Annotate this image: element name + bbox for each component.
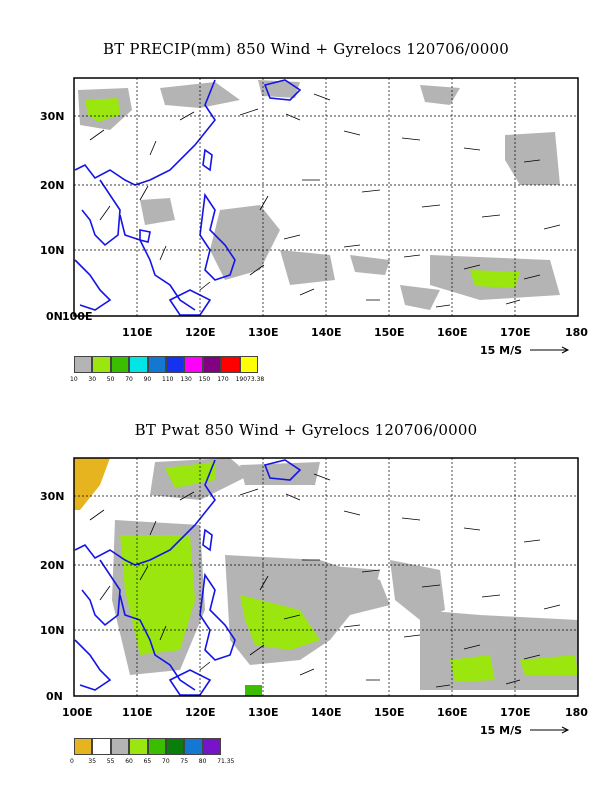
panel2-xlabel-8: 180 bbox=[565, 706, 588, 719]
panel2-ylabel-10n: 10N bbox=[40, 624, 65, 637]
panel2-xlabel-5: 150E bbox=[374, 706, 404, 719]
panel1-ylabel-10n: 10N bbox=[40, 244, 65, 257]
colorbar-swatch bbox=[165, 356, 185, 373]
panel2-ylabel-0n: 0N bbox=[46, 690, 63, 703]
panel1-colorbar bbox=[74, 356, 258, 373]
colorbar-tick-label: 110 bbox=[162, 376, 174, 383]
colorbar-tick-label: 55 bbox=[106, 758, 115, 765]
colorbar-swatch bbox=[184, 738, 203, 755]
colorbar-swatch bbox=[147, 356, 166, 373]
colorbar-swatch bbox=[202, 356, 222, 373]
panel1-shading bbox=[78, 80, 560, 310]
colorbar-tick-label: 75 bbox=[180, 758, 189, 765]
colorbar-tick-label: 19073.38 bbox=[235, 376, 265, 383]
panel1-gridlines bbox=[74, 78, 578, 316]
panel1-map: 100E 110E 120E 130E 140E 150E 160E 170E … bbox=[40, 77, 588, 357]
panel2-coastlines bbox=[74, 459, 302, 696]
panel2-scale-arrowhead bbox=[561, 726, 570, 734]
panel1-xlabel-7: 170E bbox=[500, 326, 530, 339]
colorbar-swatch bbox=[147, 738, 166, 755]
colorbar-tick-label: 0 bbox=[70, 758, 74, 765]
colorbar-swatch bbox=[110, 356, 130, 373]
panel1-frame bbox=[73, 77, 579, 317]
colorbar-tick-label: 80 bbox=[198, 758, 207, 765]
panel2-xlabel-6: 160E bbox=[437, 706, 467, 719]
panel1-ylabel-0n: 0N bbox=[46, 310, 63, 323]
colorbar-tick-label: 70 bbox=[162, 758, 170, 765]
colorbar-tick-label: 65 bbox=[143, 758, 152, 765]
panel1-scale-label: 15 M/S bbox=[480, 344, 522, 357]
panel2-xlabel-7: 170E bbox=[500, 706, 530, 719]
colorbar-tick-label: 35 bbox=[88, 758, 97, 765]
colorbar-swatch bbox=[221, 356, 240, 373]
panel1-wind-vectors bbox=[89, 93, 561, 308]
panel1-xlabel-1: 110E bbox=[122, 326, 152, 339]
panel2-ylabel-30n: 30N bbox=[40, 490, 65, 503]
colorbar-tick-label: 30 bbox=[88, 376, 97, 383]
colorbar-swatch bbox=[74, 738, 93, 755]
panel2-xlabel-4: 140E bbox=[311, 706, 341, 719]
colorbar-swatch bbox=[184, 356, 203, 373]
panel2-xlabel-2: 120E bbox=[185, 706, 215, 719]
panel2-xlabel-1: 110E bbox=[122, 706, 152, 719]
panel2-title: BT Pwat 850 Wind + Gyrelocs 120706/0000 bbox=[134, 421, 478, 439]
colorbar-tick-label: 10 bbox=[70, 376, 78, 383]
colorbar-swatch bbox=[74, 356, 93, 373]
panel1-coastlines bbox=[74, 79, 302, 316]
colorbar-swatch bbox=[239, 356, 258, 373]
colorbar-tick-label: 90 bbox=[143, 376, 152, 383]
panel1-scale-arrowhead bbox=[561, 346, 570, 354]
colorbar-swatch bbox=[129, 356, 148, 373]
panel1-xlabel-0: 100E bbox=[62, 310, 92, 323]
panel1-ylabel-30n: 30N bbox=[40, 110, 65, 123]
colorbar-tick-label: 50 bbox=[106, 376, 115, 383]
panel1-xlabel-6: 160E bbox=[437, 326, 467, 339]
panel1-xlabel-8: 180 bbox=[565, 326, 588, 339]
panel2-map: 100E 110E 120E 130E 140E 150E 160E 170E … bbox=[40, 457, 588, 737]
panel1-ylabel-20n: 20N bbox=[40, 179, 65, 192]
panel2-xlabel-3: 130E bbox=[248, 706, 278, 719]
colorbar-tick-label: 130 bbox=[180, 376, 192, 383]
panel2-colorbar bbox=[74, 738, 222, 755]
colorbar-swatch bbox=[202, 738, 222, 755]
colorbar-tick-label: 71.35 bbox=[217, 758, 235, 765]
colorbar-tick-label: 170 bbox=[217, 376, 229, 383]
panel2-wind-vectors bbox=[89, 473, 561, 688]
panel1-xlabel-5: 150E bbox=[374, 326, 404, 339]
colorbar-tick-label: 60 bbox=[125, 758, 133, 765]
colorbar-swatch bbox=[110, 738, 130, 755]
panel1-title: BT PRECIP(mm) 850 Wind + Gyrelocs 120706… bbox=[103, 40, 509, 58]
panel2-ylabel-20n: 20N bbox=[40, 559, 65, 572]
colorbar-swatch bbox=[165, 738, 185, 755]
panel2-xlabel-0: 100E bbox=[62, 706, 92, 719]
colorbar-swatch bbox=[92, 356, 111, 373]
panel2-frame bbox=[73, 457, 579, 697]
panel2-gridlines bbox=[74, 458, 578, 696]
panel2-scale-label: 15 M/S bbox=[480, 724, 522, 737]
panel1-xlabel-4: 140E bbox=[311, 326, 341, 339]
colorbar-swatch bbox=[129, 738, 148, 755]
panel1-xlabel-3: 130E bbox=[248, 326, 278, 339]
panel2-shading bbox=[74, 458, 578, 696]
colorbar-swatch bbox=[92, 738, 111, 755]
panel1-xlabel-2: 120E bbox=[185, 326, 215, 339]
colorbar-tick-label: 150 bbox=[198, 376, 211, 383]
colorbar-tick-label: 70 bbox=[125, 376, 133, 383]
